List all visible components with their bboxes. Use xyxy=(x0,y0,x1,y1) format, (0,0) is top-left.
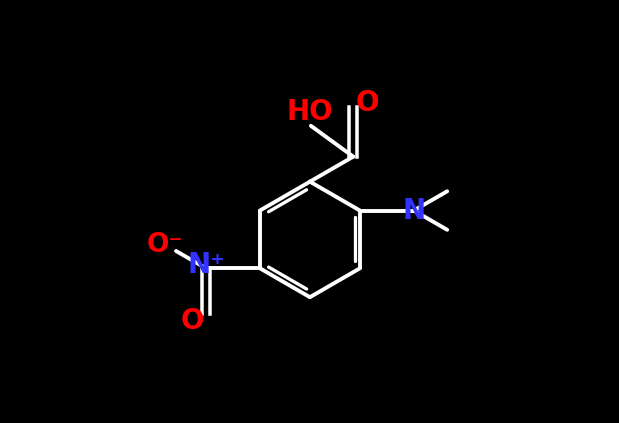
Text: N: N xyxy=(402,197,425,225)
Text: O: O xyxy=(180,307,204,335)
Text: O: O xyxy=(355,89,379,117)
Text: HO: HO xyxy=(286,98,332,126)
Text: N⁺: N⁺ xyxy=(187,251,225,279)
Text: O⁻: O⁻ xyxy=(147,232,183,258)
